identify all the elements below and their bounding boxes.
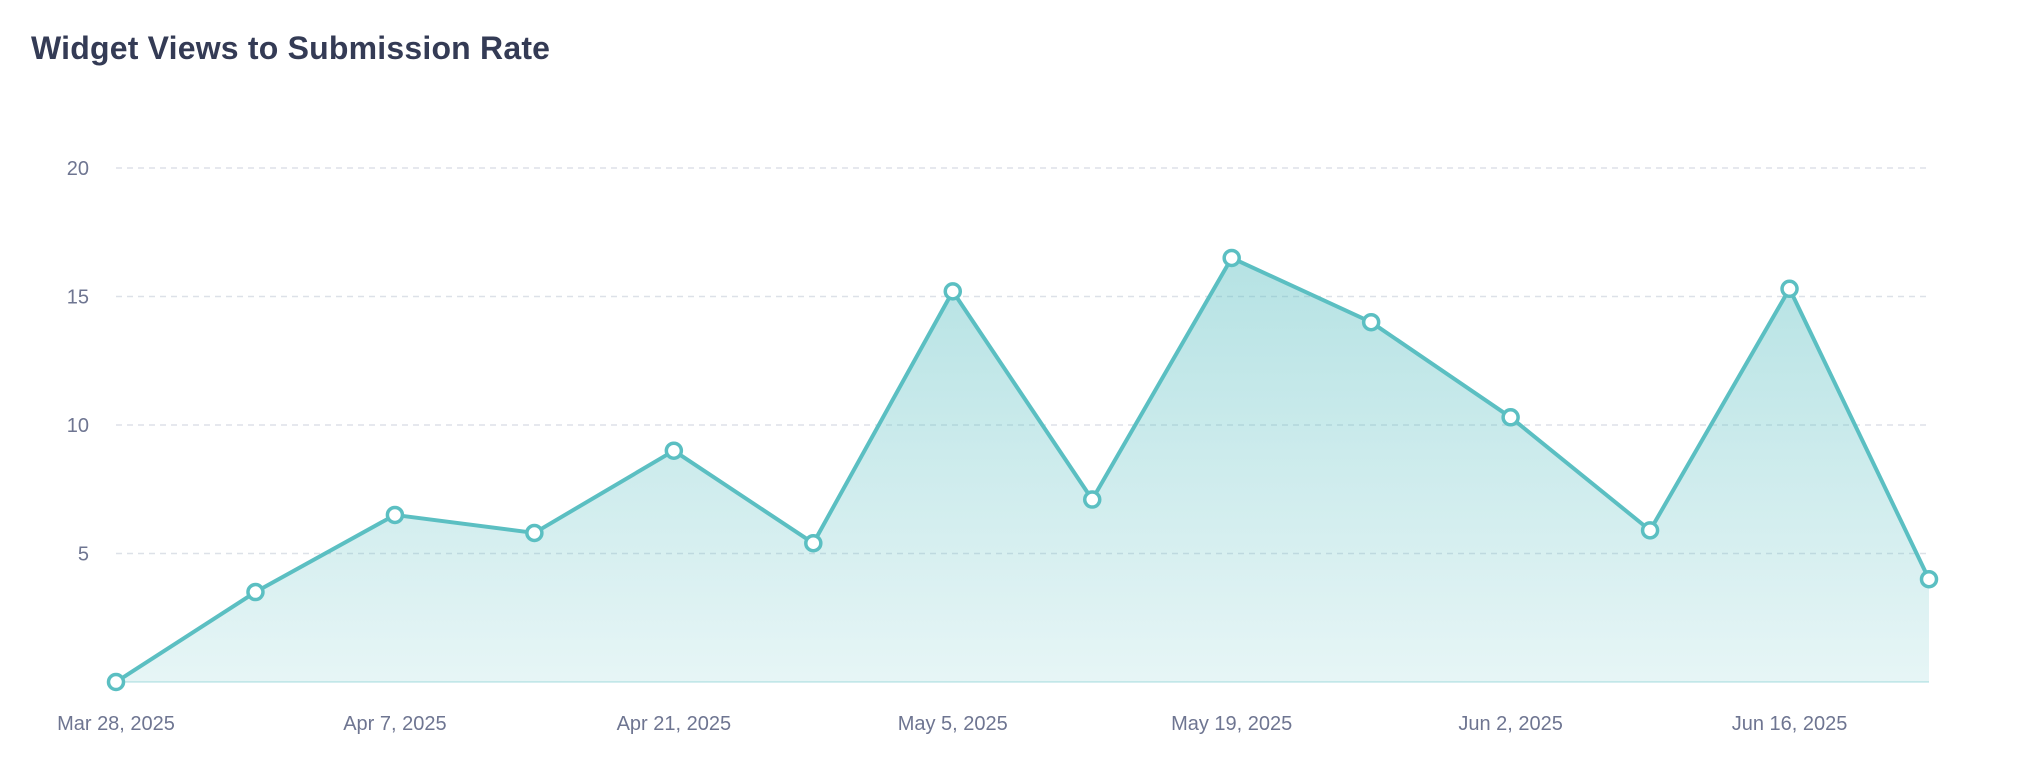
data-point (106, 672, 126, 692)
x-axis-ticks: Mar 28, 2025 Apr 7, 2025 Apr 21, 2025 May 5… (57, 713, 1847, 735)
data-point (525, 523, 544, 543)
x-tick-label: May 5, 2025 (898, 713, 1008, 735)
area-fill-layer (116, 257, 1929, 683)
data-point (1361, 312, 1381, 332)
x-tick-label: Jun 16, 2025 (1732, 713, 1848, 735)
data-point (1919, 569, 1939, 589)
data-point (1222, 248, 1241, 268)
area-fill (116, 257, 1929, 682)
x-tick-label: Jun 2, 2025 (1458, 713, 1563, 735)
chart-title: Widget Views to Submission Rate (31, 30, 551, 66)
data-points (106, 248, 1939, 692)
x-tick-label: Apr 21, 2025 (617, 713, 732, 735)
series-line-layer (114, 255, 1931, 684)
y-tick-label: 15 (67, 287, 89, 309)
data-point (1082, 490, 1102, 509)
data-point (943, 282, 963, 301)
data-point (1501, 408, 1520, 427)
y-tick-label: 20 (67, 158, 89, 180)
x-tick-label: May 19, 2025 (1171, 713, 1292, 735)
y-tick-label: 10 (67, 415, 89, 437)
data-point (664, 441, 684, 460)
data-point (804, 533, 823, 553)
data-point (385, 505, 405, 525)
y-axis-ticks: 5 10 15 20 (67, 158, 89, 566)
data-point (1780, 279, 1799, 299)
series-line (114, 255, 1931, 684)
x-tick-label: Mar 28, 2025 (57, 713, 175, 735)
x-tick-label: Apr 7, 2025 (343, 713, 446, 735)
data-point (1640, 521, 1660, 540)
data-point (246, 582, 265, 602)
y-tick-label: 5 (78, 544, 89, 566)
